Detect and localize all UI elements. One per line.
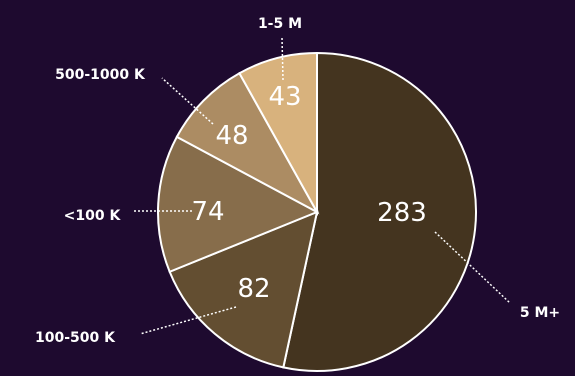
leader-line-5-m [434,231,511,304]
category-label-100-500-k: 100-500 K [35,330,116,346]
leader-line-100-500-k [139,306,237,335]
category-label-1-5-m: 1-5 M [258,16,302,32]
pie-slice-100-500-k [168,210,319,369]
pie-slice-1-5-m [238,51,318,216]
value-label-5-m: 283 [377,198,427,228]
pie-slice-100-k [157,135,320,274]
value-label-100-500-k: 82 [237,274,270,304]
value-label-100-k: 74 [191,197,224,227]
pie-slice-5-m [282,51,477,372]
leader-lines [132,37,511,335]
category-label-5-m: 5 M+ [520,305,560,321]
pie-slices [157,51,477,372]
category-label-100-k: <100 K [64,208,122,224]
value-label-1-5-m: 43 [268,82,301,112]
value-label-500-1000-k: 48 [215,121,248,151]
pie-slice-500-1000-k [175,71,320,215]
leader-line-500-1000-k [161,77,214,125]
category-label-500-1000-k: 500-1000 K [55,67,146,83]
leader-line-1-5-m [281,37,284,81]
labels: 283 5 M+ 82 100-500 K 74 <100 K 48 500-1000 K 43… [35,16,560,346]
